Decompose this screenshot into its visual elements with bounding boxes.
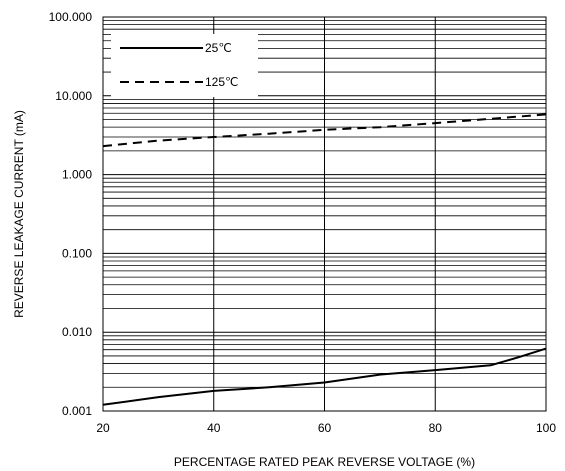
y-tick-labels: 0.001 0.010 0.100 1.000 10.000 100.000 bbox=[49, 10, 93, 418]
y-tick-label: 1.000 bbox=[62, 168, 92, 182]
x-tick-labels: 20 40 60 80 100 bbox=[96, 421, 556, 435]
series-layer bbox=[102, 113, 547, 406]
x-tick-label: 80 bbox=[429, 421, 443, 435]
legend-label-25c: 25℃ bbox=[205, 41, 232, 55]
x-tick-label: 60 bbox=[318, 421, 332, 435]
series-line-0 bbox=[102, 347, 547, 406]
legend-label-125c: 125℃ bbox=[205, 75, 239, 89]
y-tick-label: 0.100 bbox=[62, 246, 92, 260]
x-axis-label: PERCENTAGE RATED PEAK REVERSE VOLTAGE (%… bbox=[174, 455, 475, 469]
y-tick-label: 100.000 bbox=[49, 10, 93, 24]
x-tick-label: 100 bbox=[536, 421, 556, 435]
legend: 25℃ 125℃ bbox=[111, 34, 258, 97]
y-axis-label: REVERSE LEAKAGE CURRENT (mA) bbox=[12, 110, 26, 318]
x-tick-label: 40 bbox=[207, 421, 221, 435]
legend-box bbox=[111, 34, 258, 97]
y-tick-label: 0.010 bbox=[62, 325, 92, 339]
plot-frame bbox=[102, 16, 547, 412]
x-tick-label: 20 bbox=[96, 421, 110, 435]
y-tick-label: 10.000 bbox=[55, 89, 92, 103]
y-tick-label: 0.001 bbox=[62, 404, 92, 418]
